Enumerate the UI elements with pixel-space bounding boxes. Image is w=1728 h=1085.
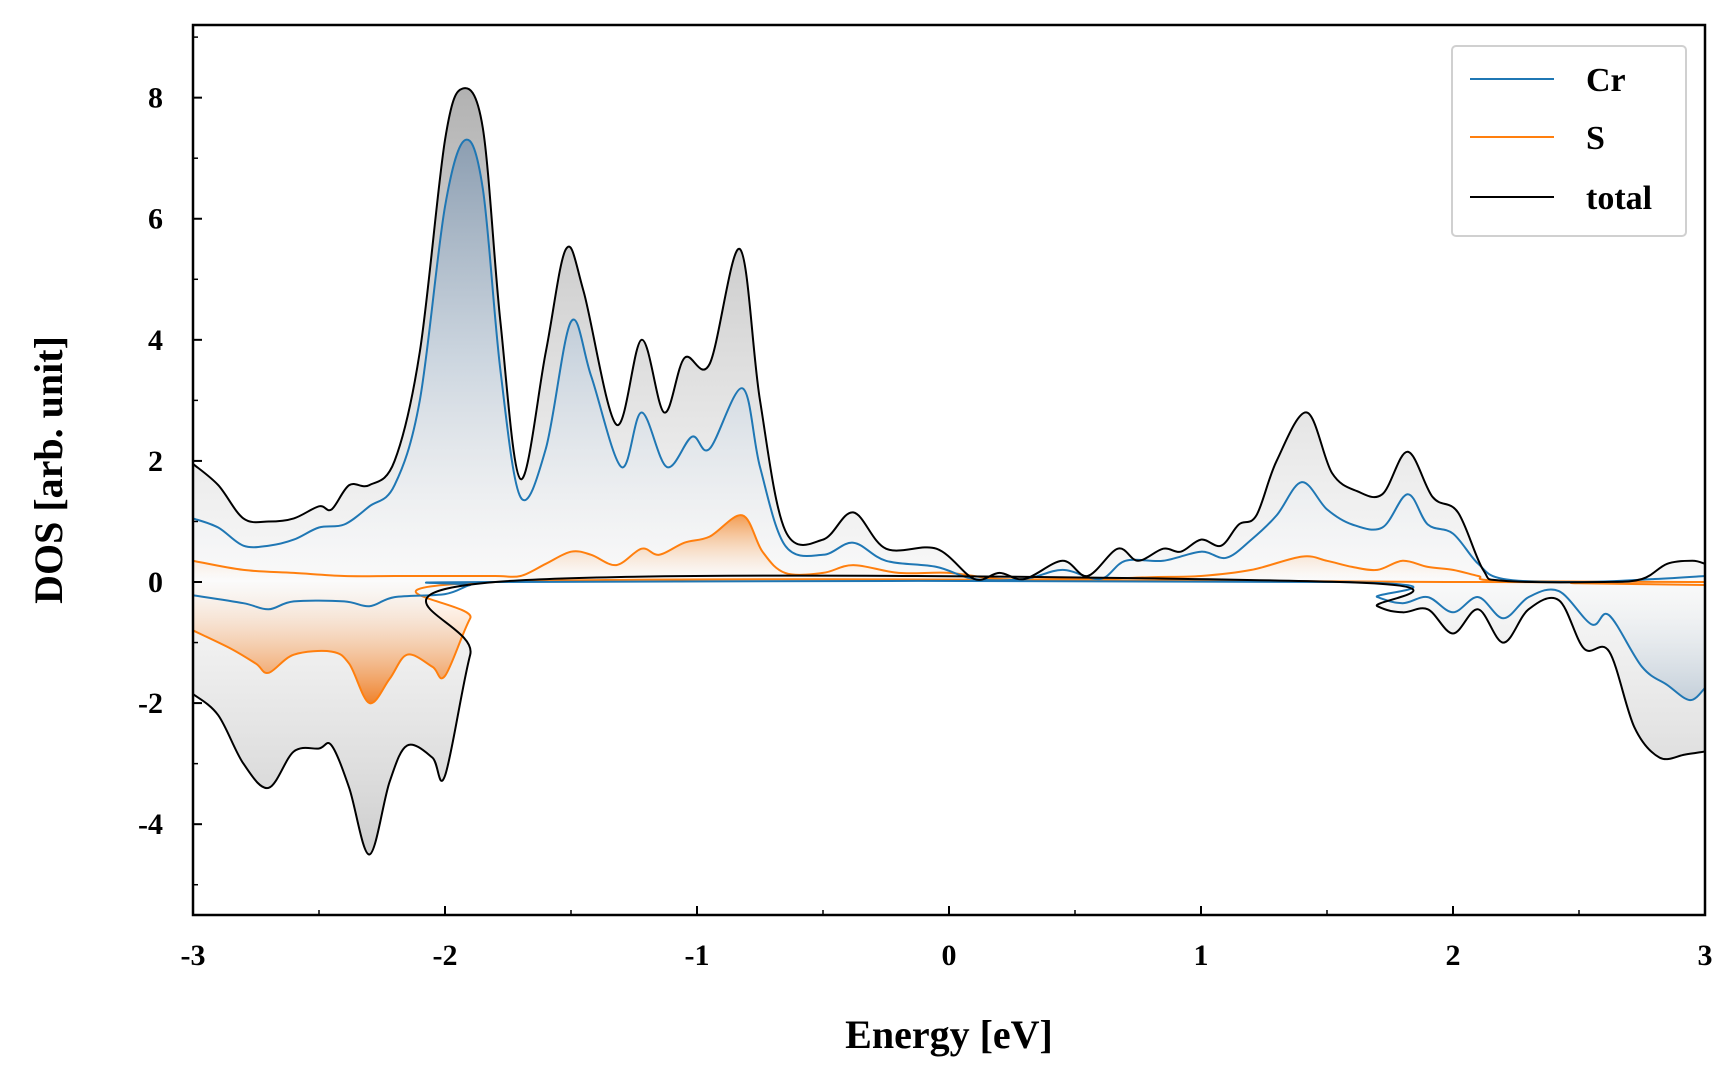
- series-lines: [193, 87, 1705, 856]
- axes: -3 -2 -1 0 1 2 3 -4 -2 0 2 4 6 8: [138, 36, 1713, 972]
- y-tick-label: 6: [148, 203, 163, 236]
- legend-cr-label: Cr: [1586, 62, 1626, 99]
- x-axis-label: Energy [eV]: [845, 1012, 1053, 1057]
- x-tick-label: -3: [181, 939, 206, 972]
- y-tick-label: 0: [148, 566, 163, 599]
- area-fills: [193, 88, 1705, 855]
- total-spin-down-line: [193, 574, 1705, 856]
- s-spin-up-line: [193, 514, 1705, 583]
- legend: Cr S total: [1451, 45, 1687, 237]
- s-spin-down-fill: [193, 579, 1705, 704]
- x-tick-label: -2: [433, 939, 458, 972]
- y-tick-label: 4: [148, 324, 163, 357]
- x-tick-label: 0: [942, 939, 957, 972]
- legend-s-label: S: [1586, 120, 1605, 157]
- legend-total-label: total: [1586, 180, 1652, 217]
- y-tick-label: -4: [138, 808, 163, 841]
- s-spin-up-fill: [193, 515, 1705, 582]
- x-tick-label: 1: [1194, 939, 1209, 972]
- x-tick-label: 3: [1698, 939, 1713, 972]
- cr-spin-up-fill: [193, 139, 1705, 583]
- y-tick-label: 8: [148, 82, 163, 115]
- y-axis-label: DOS [arb. unit]: [26, 336, 71, 604]
- x-tick-label: -1: [685, 939, 710, 972]
- x-tick-label: 2: [1446, 939, 1461, 972]
- y-tick-label: -2: [138, 687, 163, 720]
- total-spin-up-line: [193, 87, 1705, 584]
- cr-spin-up-line: [193, 138, 1705, 583]
- legend-box: [1451, 45, 1687, 237]
- s-spin-down-line: [193, 578, 1705, 705]
- y-tick-label: 2: [148, 445, 163, 478]
